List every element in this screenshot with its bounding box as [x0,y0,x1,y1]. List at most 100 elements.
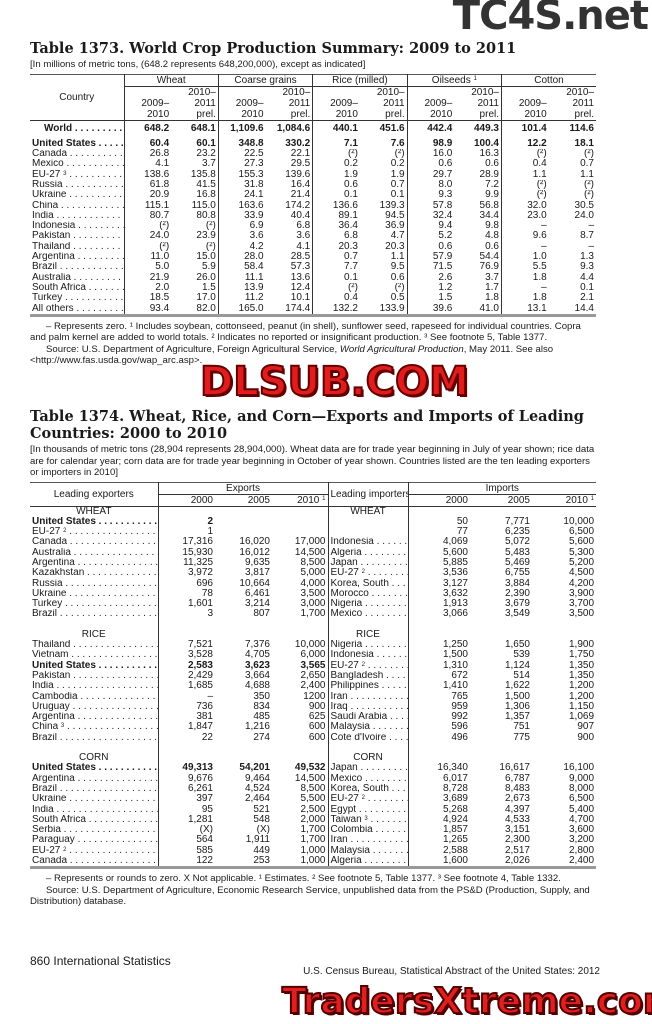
year-line: 2009– [518,97,547,109]
empty-cell [407,753,470,764]
row-label: Canada [32,537,158,547]
table-row: Argentina 381 485 625 Saudi Arabia 992 1,357 1,… [30,712,596,723]
label-text: Canada [32,149,68,160]
year-header: 2009– 2010 [123,86,172,120]
row-label: Korea, South [331,579,409,589]
value-cell: 80.8 [196,210,216,221]
exporter-cell: Brazil [30,609,158,619]
spacer-cell [312,133,360,139]
year-header: 2010– 2011 prel. [549,86,596,120]
export-value: 95 [157,804,215,815]
row-label: Indonesia [331,537,409,547]
import-value: 1,310 [407,660,470,671]
table-row: World648.2648.11,109.61,084.6440.1451.64… [30,120,596,134]
value-cell: 1.8 [485,293,499,304]
publication-credit: U.S. Census Bureau, Statistical Abstract… [303,966,600,977]
country-cell: Indonesia [30,221,124,231]
group-header: Wheat [123,74,219,87]
watermark-logo-middle: DLSUB.COM [199,359,470,405]
import-value: 7,771 [504,516,530,527]
value-cell: 0.6 [485,241,499,252]
value-cell: 36.9 [385,221,405,232]
value-cell: 0.6 [312,179,360,191]
section-header-row: RICE RICE [30,629,596,641]
export-value: 17,000 [294,537,326,548]
value-cell: 16.4 [290,179,311,190]
export-value: 1,700 [300,609,326,620]
label-text: Indonesia [330,650,374,661]
value-cell: 28.9 [479,169,499,180]
label-text: Indonesia [32,221,76,232]
export-value: 3,664 [244,670,270,681]
label-text: Malaysia [330,722,370,733]
spacer-cell [532,743,596,753]
importer-cell: Indonesia [327,650,408,661]
value-cell: 6.8 [312,231,360,242]
footnote-ref: 2 [63,528,67,535]
import-value: 4,200 [568,578,595,589]
footnote: – Represents zero. ¹ Includes soybean, c… [30,320,581,344]
value-cell: (²) [394,282,405,293]
year-line: 2010 [146,108,170,120]
row-label: Turkey [32,599,158,609]
value-cell: 16.3 [479,149,499,160]
import-value: 8,728 [407,783,470,795]
value-cell: 39.6 [406,303,455,316]
value-cell: 24.0 [574,210,594,221]
value-cell: 57.3 [290,262,311,273]
exporter-cell: Argentina [30,558,158,568]
table-1374-section: Table 1374. Wheat, Rice, and Corn—Export… [30,408,597,908]
export-value: 3,000 [300,599,326,610]
empty-cell [272,753,328,763]
value-cell: 0.6 [406,159,455,170]
section-header-row: WHEAT WHEAT [30,506,596,517]
label-text: Philippines [330,681,379,692]
value-cell: 93.4 [123,303,172,316]
import-value: 5,600 [407,547,470,558]
spacer-cell [327,743,408,754]
group-header: Coarse grains [217,74,313,87]
section-label: WHEAT [76,506,112,517]
row-label: Egypt [331,805,409,815]
import-value: 4,397 [504,804,530,815]
value-cell: 32.0 [500,200,549,211]
export-value: 4,524 [244,783,270,794]
label-text: United States [32,660,96,671]
watermark-logo-top: TC4S.net [452,0,649,39]
import-value: 1,265 [407,835,470,846]
import-value: 3,884 [504,578,530,589]
import-value: 2,517 [504,845,530,856]
import-value: 775 [513,732,530,743]
table-row: EU-27 3138.6135.8155.3139.61.91.929.728.… [30,169,596,180]
export-value: 585 [157,845,215,856]
value-cell: 3.7 [201,159,216,170]
import-value: 2,400 [568,856,595,866]
row-label: EU-27 2 [331,661,409,671]
import-value: 4,533 [504,814,530,825]
import-value: 2,300 [504,835,530,846]
export-value: 3,623 [244,660,270,671]
export-value: 900 [308,701,326,712]
year-line: 2010 [524,108,547,120]
exporter-cell: Thailand [30,640,158,650]
import-value: 10,000 [563,516,595,527]
empty-cell [532,506,596,517]
row-label: Serbia [32,825,158,835]
import-value: 8,000 [568,783,595,794]
table-1374-subtitle: [In thousands of metric tons (28,904 rep… [30,444,595,478]
export-value: (X) [256,825,270,836]
row-label: Morocco [331,589,409,599]
importer-cell: Japan [327,763,408,774]
label-text: Ukraine [32,794,67,805]
value-cell: (²) [312,282,360,294]
import-value: 5,268 [407,804,470,815]
value-cell: 449.3 [473,122,499,134]
label-text: Korea, South [330,578,389,589]
value-cell: 101.4 [500,120,549,134]
value-cell: 18.5 [123,293,172,304]
empty-cell [532,753,596,763]
value-cell: 4.2 [217,241,266,253]
country-cell: Russia [30,180,124,190]
